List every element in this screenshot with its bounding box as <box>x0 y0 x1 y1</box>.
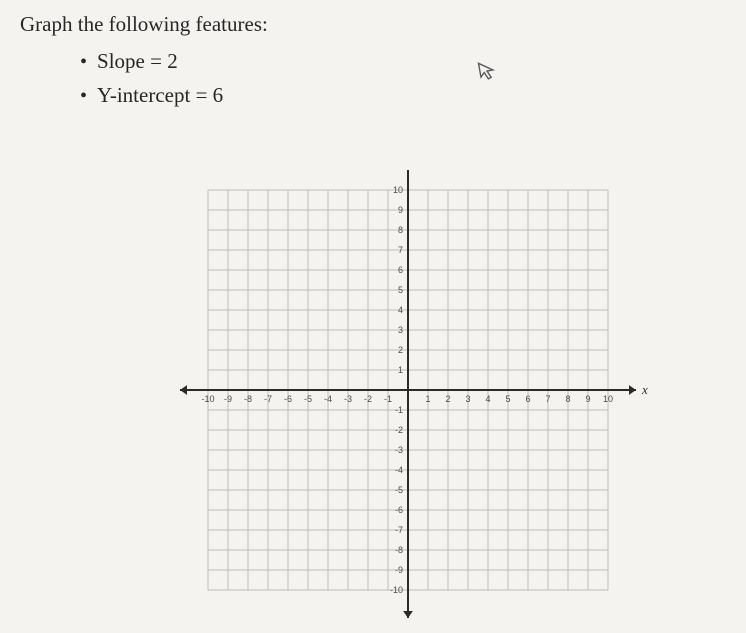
svg-text:-4: -4 <box>395 465 403 475</box>
bullet-yint-value: 6 <box>213 79 224 113</box>
svg-text:-6: -6 <box>284 394 292 404</box>
svg-text:8: 8 <box>398 225 403 235</box>
svg-text:6: 6 <box>525 394 530 404</box>
svg-text:-2: -2 <box>395 425 403 435</box>
svg-text:-1: -1 <box>395 405 403 415</box>
cursor-icon <box>476 59 498 84</box>
svg-text:-10: -10 <box>201 394 214 404</box>
svg-text:2: 2 <box>445 394 450 404</box>
prompt-text: Graph the following features: <box>20 12 726 37</box>
svg-text:-7: -7 <box>395 525 403 535</box>
svg-text:-8: -8 <box>244 394 252 404</box>
svg-text:-3: -3 <box>395 445 403 455</box>
svg-text:1: 1 <box>425 394 430 404</box>
svg-text:2: 2 <box>398 345 403 355</box>
bullet-list: • Slope = 2 • Y-intercept = 6 <box>80 45 726 112</box>
svg-text:-8: -8 <box>395 545 403 555</box>
cartesian-graph[interactable]: -10 -9 -8 -7 -6 -5 -4 -3 -2 -1 1 2 3 4 5 6 7 8 9 10 1 2 3 4 5 6 7 8… <box>148 170 746 630</box>
bullet-slope: • Slope = 2 <box>80 45 726 79</box>
svg-text:4: 4 <box>398 305 403 315</box>
svg-text:10: 10 <box>603 394 613 404</box>
bullet-yint-label: Y-intercept <box>97 79 190 113</box>
bullet-dot-icon: • <box>80 80 87 112</box>
bullet-yintercept: • Y-intercept = 6 <box>80 79 726 113</box>
svg-text:-1: -1 <box>384 394 392 404</box>
svg-text:4: 4 <box>485 394 490 404</box>
svg-text:3: 3 <box>465 394 470 404</box>
svg-text:-6: -6 <box>395 505 403 515</box>
svg-text:7: 7 <box>398 245 403 255</box>
svg-text:-9: -9 <box>395 565 403 575</box>
svg-text:5: 5 <box>505 394 510 404</box>
svg-text:x: x <box>641 382 648 397</box>
svg-text:9: 9 <box>585 394 590 404</box>
bullet-dot-icon: • <box>80 46 87 78</box>
svg-text:10: 10 <box>393 185 403 195</box>
svg-text:1: 1 <box>398 365 403 375</box>
svg-text:8: 8 <box>565 394 570 404</box>
svg-text:-7: -7 <box>264 394 272 404</box>
svg-text:-5: -5 <box>395 485 403 495</box>
svg-text:6: 6 <box>398 265 403 275</box>
bullet-slope-value: 2 <box>167 45 178 79</box>
svg-text:-4: -4 <box>324 394 332 404</box>
svg-text:-5: -5 <box>304 394 312 404</box>
svg-text:-3: -3 <box>344 394 352 404</box>
svg-text:5: 5 <box>398 285 403 295</box>
svg-text:9: 9 <box>398 205 403 215</box>
svg-text:-9: -9 <box>224 394 232 404</box>
svg-text:7: 7 <box>545 394 550 404</box>
svg-text:3: 3 <box>398 325 403 335</box>
equals-sign: = <box>145 45 167 79</box>
svg-text:-10: -10 <box>390 585 403 595</box>
svg-text:-2: -2 <box>364 394 372 404</box>
bullet-slope-label: Slope <box>97 45 145 79</box>
equals-sign: = <box>190 79 212 113</box>
